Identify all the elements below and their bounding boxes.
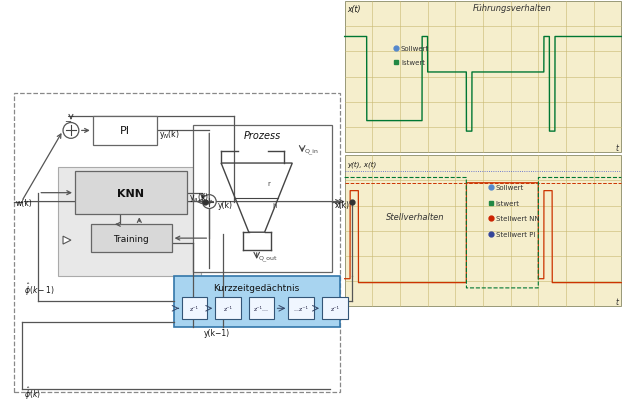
Text: Istwert: Istwert [401, 60, 425, 66]
Bar [289, 298, 314, 319]
Text: z⁻¹: z⁻¹ [330, 306, 340, 311]
Text: z⁻¹: z⁻¹ [190, 306, 199, 311]
Polygon shape [63, 237, 71, 245]
Text: t: t [616, 144, 619, 153]
Text: Sollwert: Sollwert [401, 46, 429, 52]
Bar [345, 2, 621, 153]
Text: −: − [66, 111, 74, 120]
Text: z⁻¹...: z⁻¹... [254, 306, 269, 311]
Text: w(k): w(k) [16, 198, 32, 207]
Bar [174, 276, 340, 327]
Text: x(k): x(k) [335, 201, 350, 210]
Bar [91, 225, 172, 252]
Bar [75, 172, 186, 215]
Circle shape [63, 123, 79, 139]
Bar [345, 156, 621, 306]
Text: z⁻¹: z⁻¹ [224, 306, 232, 311]
Text: Training: Training [113, 234, 149, 243]
Text: y(t), x(t): y(t), x(t) [348, 160, 377, 167]
Text: PI: PI [120, 126, 130, 136]
Bar [181, 298, 207, 319]
Bar [93, 116, 157, 146]
Bar [193, 126, 332, 272]
Text: Führungsverhalten: Führungsverhalten [473, 4, 552, 13]
Text: h: h [273, 203, 277, 209]
Text: y$_a$(k): y$_a$(k) [188, 190, 209, 203]
Text: y(k−1): y(k−1) [203, 328, 229, 337]
Text: Q_in: Q_in [304, 148, 318, 154]
Text: t: t [616, 298, 619, 307]
Text: Istwert: Istwert [496, 200, 520, 206]
Bar [322, 298, 348, 319]
Text: y(k): y(k) [218, 201, 233, 210]
Circle shape [202, 195, 216, 209]
Text: Stellwert PI: Stellwert PI [496, 231, 536, 237]
Bar [215, 298, 241, 319]
Text: Prozess: Prozess [244, 131, 281, 141]
Text: x(t): x(t) [348, 5, 361, 14]
Bar [14, 94, 340, 392]
Text: ...z⁻¹: ...z⁻¹ [294, 306, 309, 311]
Text: Q_out: Q_out [259, 254, 277, 260]
Text: Sollwert: Sollwert [496, 184, 524, 190]
Text: y$_N$(k): y$_N$(k) [159, 128, 180, 141]
Text: r: r [268, 180, 270, 186]
Text: Kurzzeitgedächtnis: Kurzzeitgedächtnis [214, 284, 300, 292]
Text: Stellverhalten: Stellverhalten [386, 213, 445, 222]
Text: Stellwert NN: Stellwert NN [496, 216, 539, 222]
Text: −: − [64, 117, 71, 126]
Text: KNN: KNN [117, 188, 144, 198]
Bar [249, 298, 275, 319]
Bar [58, 168, 202, 276]
Text: $\hat{\phi}(k)$: $\hat{\phi}(k)$ [23, 385, 40, 401]
Text: $\hat{\phi}(k-1)$: $\hat{\phi}(k-1)$ [23, 282, 54, 298]
